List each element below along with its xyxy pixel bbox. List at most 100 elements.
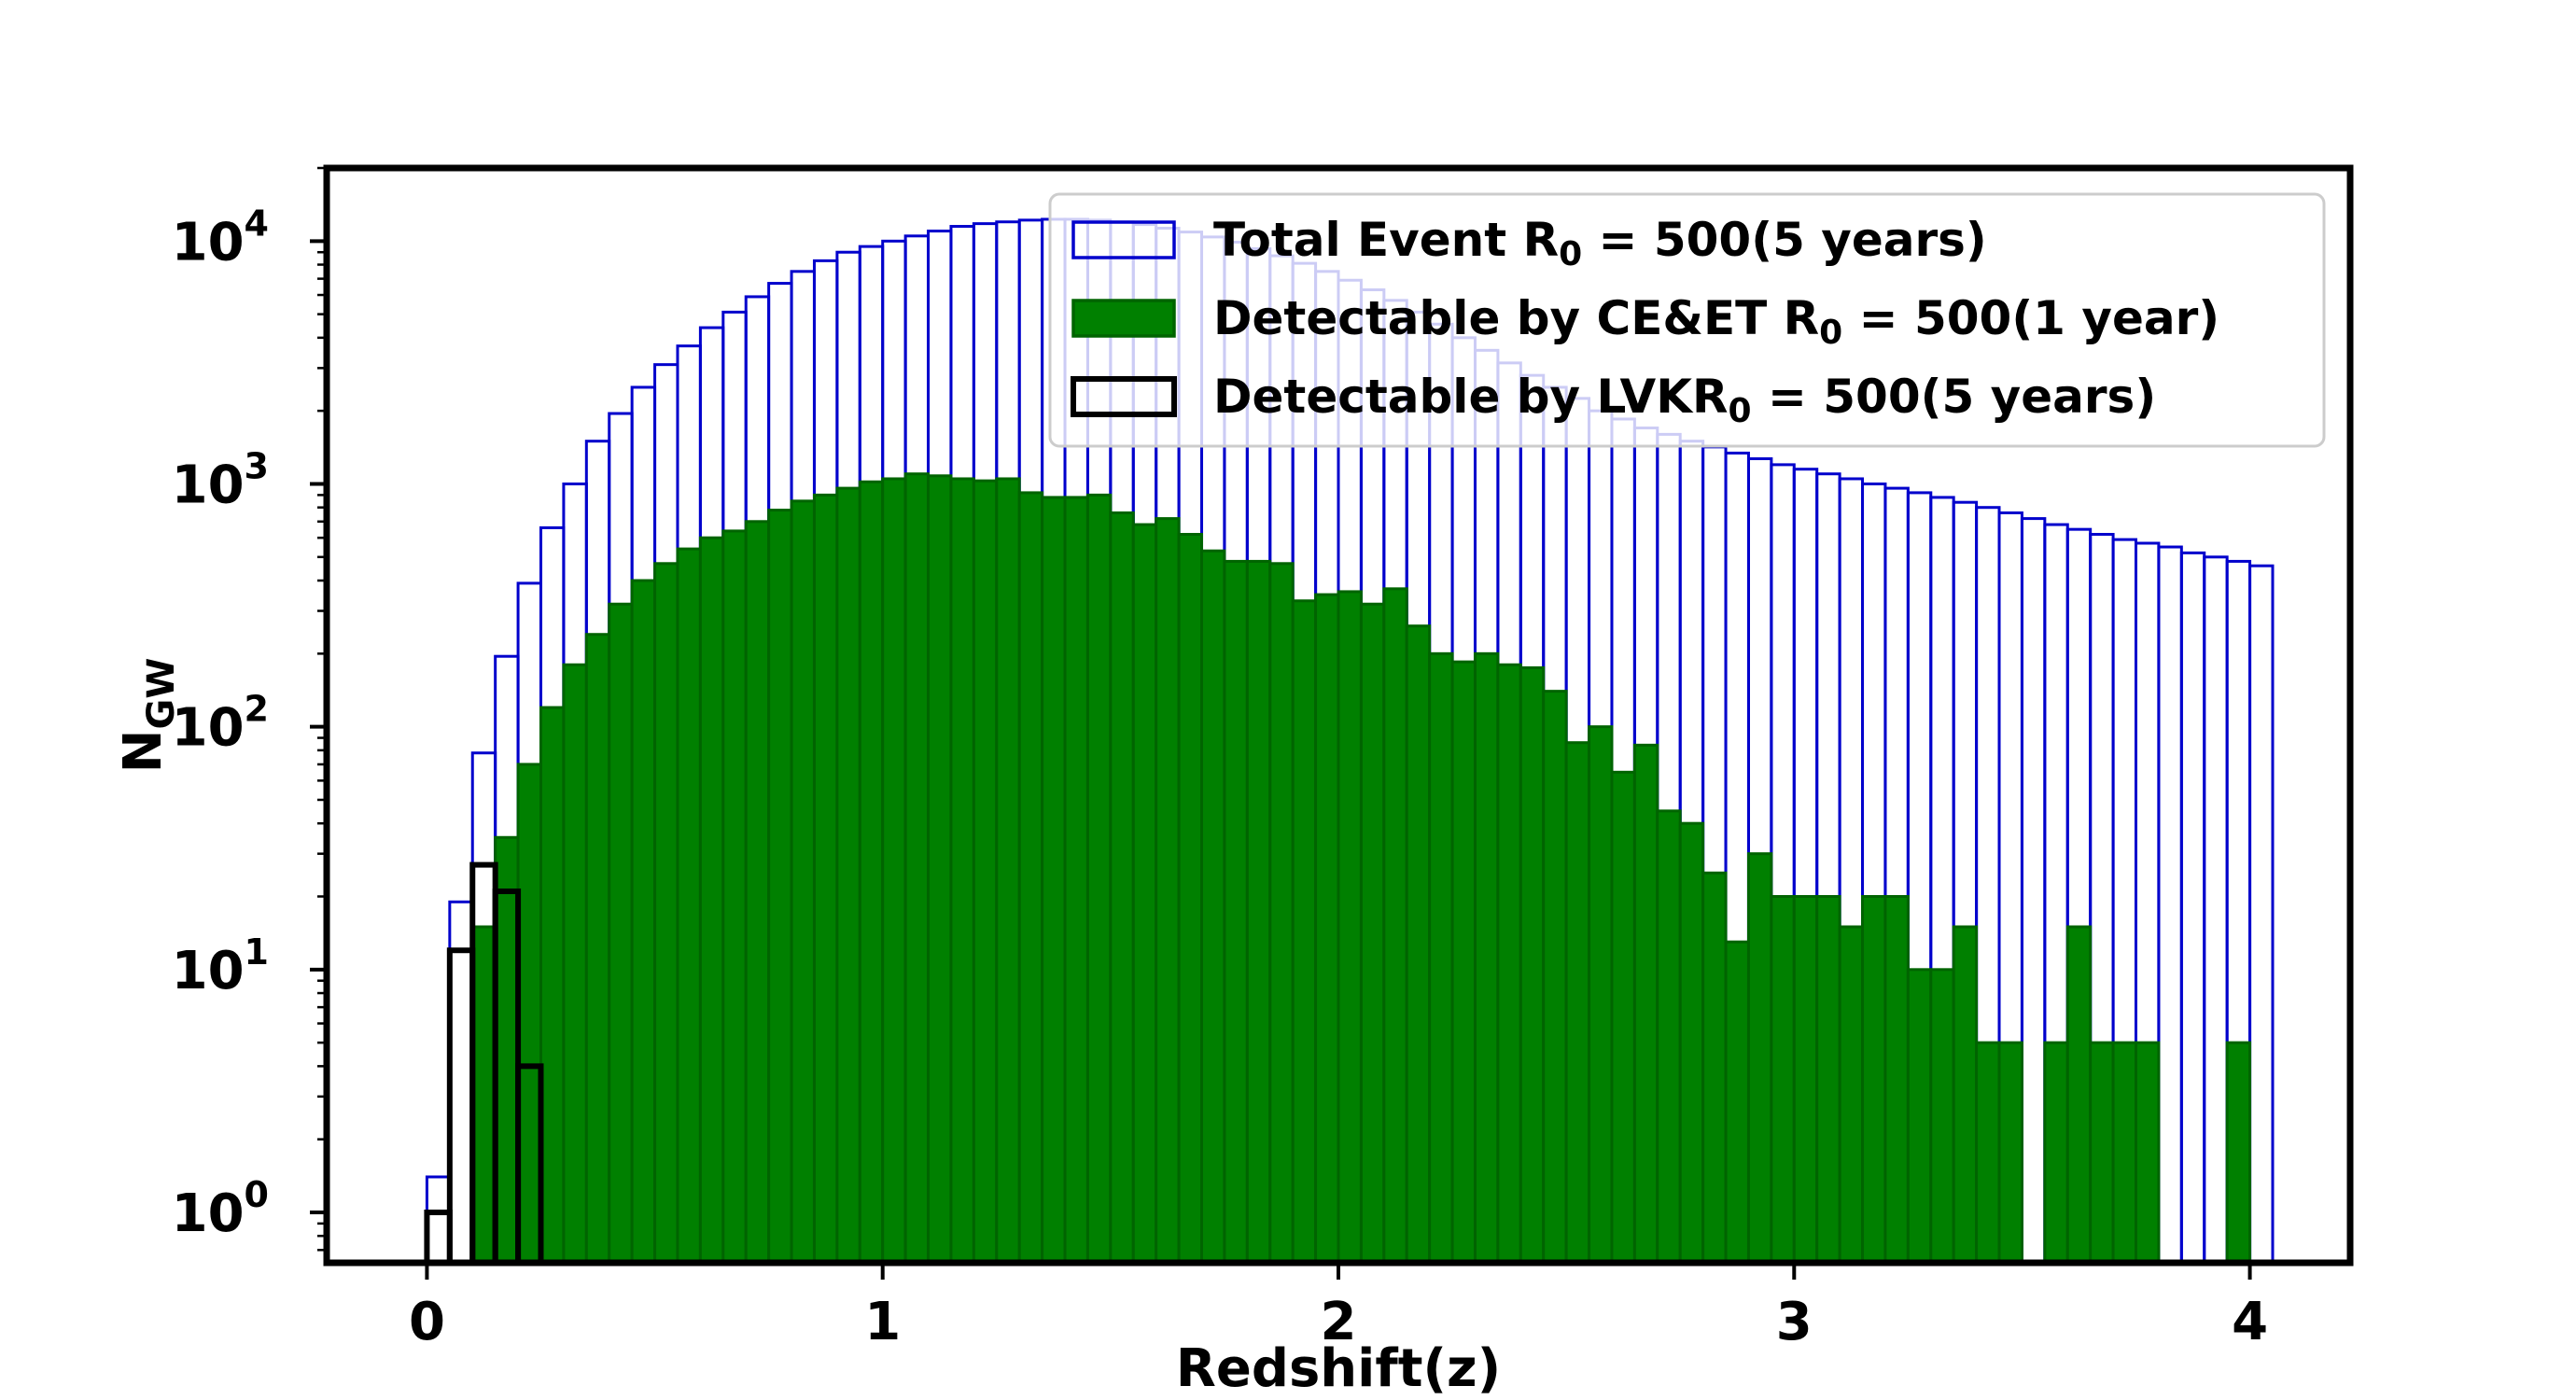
bar-ce_et — [927, 474, 953, 1265]
bar-ce_et — [1382, 587, 1408, 1265]
bar-ce_et — [767, 509, 793, 1265]
bar-total — [448, 900, 474, 1265]
bar-ce_et — [721, 529, 748, 1265]
y-tick-label: 102 — [172, 689, 269, 759]
bar-ce_et — [1883, 895, 1910, 1265]
y-tick-label: 100 — [172, 1174, 269, 1244]
y-axis-label: NGW — [113, 658, 183, 774]
bar-ce_et — [1838, 925, 1865, 1265]
bar-ce_et — [1337, 590, 1363, 1265]
bar-ce_et — [1405, 624, 1432, 1265]
y-tick-label: 101 — [172, 931, 269, 1001]
x-axis-label: Redshift(z) — [1176, 1338, 1502, 1399]
bar-ce_et — [835, 486, 861, 1265]
legend-label-ce_et: Detectable by CE&ET R0 = 500(1 year) — [1213, 291, 2219, 352]
bar-lvk — [424, 1209, 453, 1266]
bar-ce_et — [1428, 651, 1454, 1265]
bar-ce_et — [1997, 1041, 2023, 1265]
y-tick-label: 103 — [172, 445, 269, 515]
bar-ce_et — [812, 493, 839, 1265]
bar-ce_et — [516, 763, 542, 1265]
bar-ce_et — [1063, 496, 1089, 1265]
bar-total — [2179, 551, 2206, 1265]
bar-ce_et — [2065, 925, 2093, 1265]
legend-swatch-lvk — [1071, 376, 1177, 417]
bar-ce_et — [995, 477, 1021, 1265]
legend-box — [1048, 192, 2326, 448]
bar-ce_et — [903, 472, 931, 1265]
bar-ce_et — [1656, 809, 1682, 1265]
series-ce-et-bars — [470, 472, 2252, 1265]
bar-ce_et — [1268, 562, 1295, 1265]
bar-ce_et — [881, 477, 907, 1265]
bar-ce_et — [1861, 895, 1887, 1265]
bar-ce_et — [676, 547, 702, 1265]
bar-ce_et — [1155, 517, 1181, 1265]
bar-ce_et — [1291, 599, 1318, 1265]
x-tick-label: 3 — [1776, 1292, 1813, 1352]
bar-ce_et — [1746, 852, 1773, 1265]
bar-ce_et — [1473, 651, 1500, 1265]
legend-swatch-ce_et — [1071, 299, 1176, 338]
bar-ce_et — [1815, 895, 1841, 1265]
bar-ce_et — [1359, 602, 1386, 1265]
bar-ce_et — [1952, 925, 1979, 1265]
bar-ce_et — [2111, 1041, 2138, 1265]
bar-ce_et — [1610, 770, 1636, 1265]
bar-ce_et — [1724, 940, 1750, 1265]
bar-ce_et — [1929, 968, 1955, 1265]
bar-total — [2020, 517, 2047, 1265]
bar-ce_et — [1678, 821, 1705, 1265]
bar-ce_et — [1450, 660, 1477, 1265]
legend-label-total: Total Event R0 = 500(5 years) — [1213, 213, 1987, 273]
bar-ce_et — [608, 602, 634, 1265]
bar-ce_et — [1131, 523, 1158, 1265]
x-tick-label: 4 — [2232, 1292, 2268, 1352]
bar-ce_et — [653, 562, 679, 1265]
bar-ce_et — [744, 520, 771, 1265]
bar-lvk — [446, 947, 476, 1266]
bar-ce_et — [1975, 1041, 2001, 1265]
bar-ce_et — [1906, 968, 1933, 1265]
bar-ce_et — [1245, 559, 1272, 1265]
bar-total — [425, 1175, 452, 1265]
bar-ce_et — [1588, 725, 1614, 1265]
bar-ce_et — [1177, 533, 1204, 1265]
bar-ce_et — [1564, 741, 1591, 1265]
axes: 0 1 2 3 4 100 101 102 103 104 — [172, 164, 2354, 1352]
bar-ce_et — [1792, 895, 1819, 1265]
y-tick-label: 104 — [172, 203, 269, 273]
bar-total — [2157, 545, 2183, 1265]
bar-ce_et — [630, 579, 657, 1265]
x-tick-label: 0 — [409, 1292, 445, 1352]
bar-ce_et — [2135, 1041, 2161, 1265]
bar-ce_et — [972, 479, 999, 1265]
bar-ce_et — [858, 480, 885, 1265]
bar-ce_et — [1496, 663, 1522, 1265]
bar-ce_et — [1017, 491, 1044, 1265]
bar-total — [2203, 555, 2229, 1265]
bar-ce_et — [1701, 871, 1728, 1265]
bar-ce_et — [2043, 1041, 2069, 1265]
bar-ce_et — [1223, 559, 1249, 1265]
bar-ce_et — [494, 835, 520, 1265]
bar-ce_et — [698, 536, 725, 1265]
x-tick-label: 2 — [1321, 1292, 1357, 1352]
bar-ce_et — [1519, 665, 1546, 1265]
bar-ce_et — [470, 925, 497, 1265]
bar-total — [2248, 564, 2275, 1265]
axis-labels: Redshift(z) NGW — [113, 658, 1501, 1399]
bar-ce_et — [790, 499, 816, 1265]
bar-ce_et — [539, 706, 566, 1265]
bar-ce_et — [1085, 493, 1113, 1265]
bar-ce_et — [2089, 1041, 2115, 1265]
bar-ce_et — [1041, 496, 1067, 1265]
bar-ce_et — [1632, 743, 1659, 1265]
x-tick-label: 1 — [864, 1292, 901, 1352]
bar-ce_et — [1314, 593, 1340, 1265]
legend-swatch-total — [1071, 220, 1176, 259]
bar-ce_et — [1200, 549, 1226, 1265]
bar-ce_et — [1770, 895, 1796, 1265]
bar-ce_et — [562, 663, 588, 1265]
